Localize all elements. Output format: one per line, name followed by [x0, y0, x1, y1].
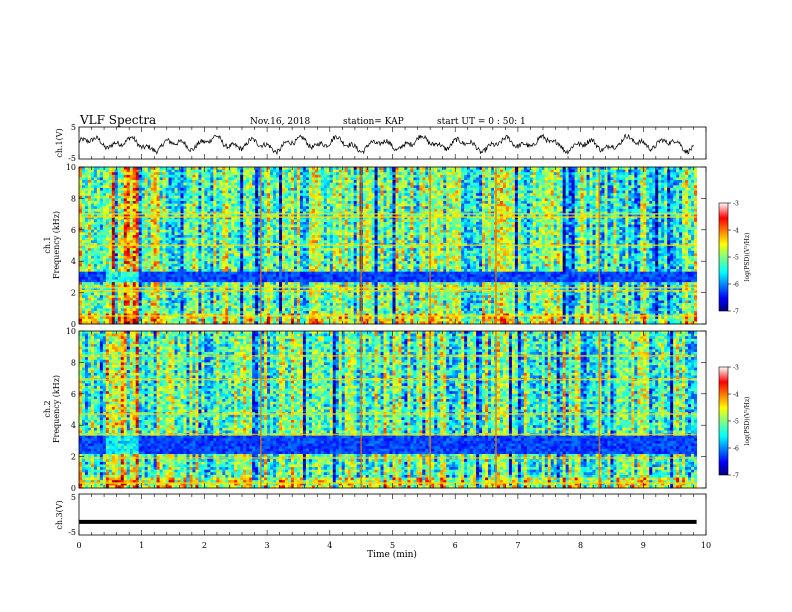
- start-time-label: start UT = 0 : 50: 1: [437, 117, 526, 127]
- ch1-spectrogram-image: [79, 167, 707, 325]
- station-label: station= KAP: [343, 117, 404, 127]
- vlf-spectra-figure: VLF Spectra Nov.16, 2018 station= KAP st…: [0, 0, 792, 612]
- ch1-waveform-ylabel: ch.1(V): [55, 128, 64, 157]
- date-label: Nov.16, 2018: [250, 117, 311, 127]
- figure-title: VLF Spectra: [79, 113, 156, 127]
- ch1-ytick-top: 5: [71, 123, 76, 132]
- ch1-ytick-bottom: -5: [68, 154, 76, 163]
- ch1-waveform-panel: 5 -5 ch.1(V): [55, 123, 706, 163]
